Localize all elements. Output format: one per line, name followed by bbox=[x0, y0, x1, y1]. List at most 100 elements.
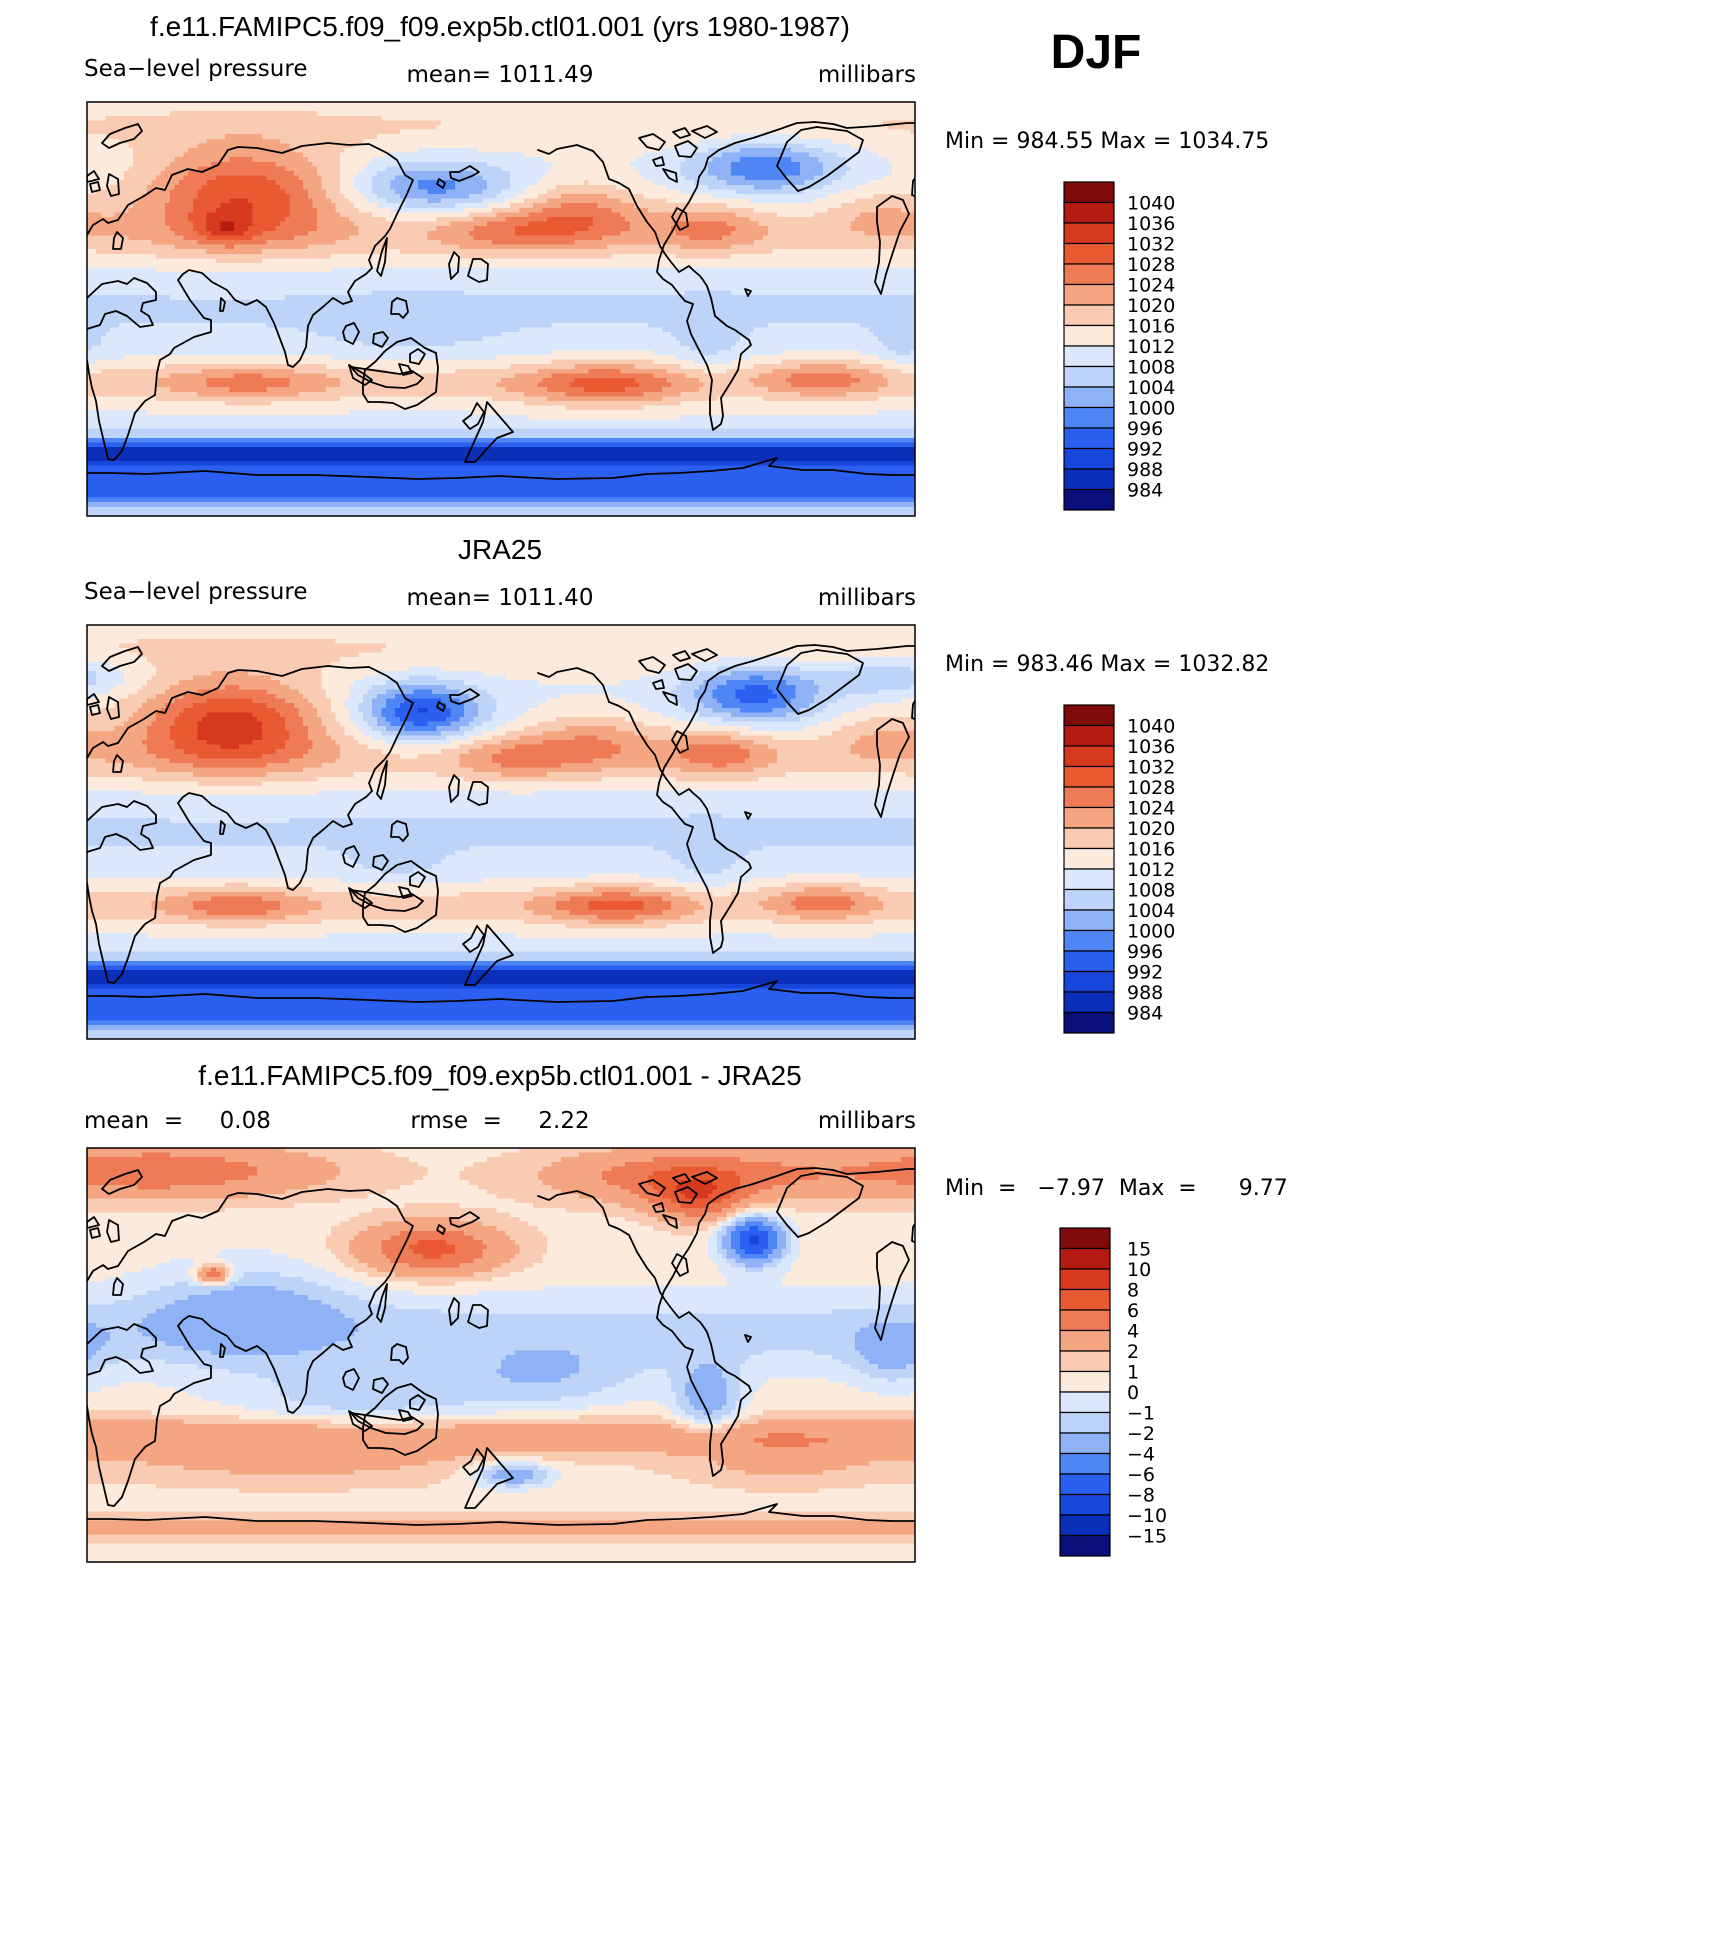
colorbar-box bbox=[1059, 1534, 1111, 1557]
colorbar-level-label: 1000 bbox=[1127, 921, 1175, 943]
field-cell-run bbox=[767, 1217, 778, 1223]
colorbar-level-label: 1028 bbox=[1127, 777, 1175, 799]
field-cell-run bbox=[671, 689, 695, 695]
field-cell-run bbox=[96, 671, 125, 677]
field-cell-run bbox=[510, 1378, 562, 1384]
field-cell-run bbox=[87, 1511, 915, 1517]
field-cell-run bbox=[731, 230, 769, 236]
field-cell-run bbox=[390, 184, 419, 190]
field-cell-run bbox=[560, 1474, 672, 1480]
field-cell-run bbox=[386, 1253, 424, 1259]
field-cell-run bbox=[731, 345, 888, 351]
field-cell-run bbox=[87, 506, 915, 512]
field-cell-run bbox=[349, 410, 470, 416]
field-cell-run bbox=[689, 1378, 727, 1384]
field-cell-run bbox=[349, 694, 364, 700]
field-cell-run bbox=[87, 698, 120, 704]
field-cell-run bbox=[528, 221, 594, 227]
field-cell-run bbox=[496, 726, 525, 732]
field-cell-run bbox=[340, 1221, 382, 1227]
panel-3-mean-label: mean = 0.08 bbox=[84, 1108, 271, 1134]
field-cell-run bbox=[901, 1281, 915, 1287]
field-cell-run bbox=[459, 253, 612, 259]
field-cell-run bbox=[225, 244, 235, 250]
colorbar-box bbox=[1063, 950, 1115, 973]
field-cell-run bbox=[169, 818, 290, 824]
field-cell-run bbox=[312, 744, 341, 750]
field-cell-run bbox=[717, 175, 746, 181]
field-cell-run bbox=[367, 161, 401, 167]
field-cell-run bbox=[261, 753, 304, 759]
field-cell-run bbox=[675, 684, 700, 690]
field-cell-run bbox=[634, 730, 741, 736]
field-cell-run bbox=[87, 896, 166, 902]
field-cell-run bbox=[731, 171, 801, 177]
field-cell-run bbox=[551, 350, 654, 356]
field-cell-run bbox=[142, 1318, 355, 1324]
field-cell-run bbox=[464, 290, 686, 296]
field-cell-run bbox=[87, 684, 116, 690]
field-cell-run bbox=[726, 1230, 732, 1236]
field-cell-run bbox=[330, 267, 915, 273]
field-cell-run bbox=[335, 717, 350, 723]
field-cell-run bbox=[317, 790, 511, 796]
field-cell-run bbox=[197, 1267, 203, 1273]
field-cell-run bbox=[744, 1249, 764, 1255]
field-cell-run bbox=[197, 240, 267, 246]
field-cell-run bbox=[542, 1479, 557, 1485]
field-cell-run bbox=[473, 767, 603, 773]
field-cell-run bbox=[855, 707, 915, 713]
field-cell-run bbox=[445, 717, 461, 723]
field-cell-run bbox=[634, 364, 681, 370]
field-cell-run bbox=[542, 1258, 714, 1264]
field-cell-run bbox=[735, 1249, 746, 1255]
field-cell-run bbox=[749, 1401, 915, 1407]
field-cell-run bbox=[165, 910, 208, 916]
field-cell-run bbox=[823, 184, 856, 190]
field-cell-run bbox=[441, 240, 493, 246]
field-cell-run bbox=[680, 859, 737, 865]
field-cell-run bbox=[303, 753, 341, 759]
field-cell-run bbox=[395, 694, 451, 700]
field-cell-run bbox=[551, 373, 654, 379]
field-cell-run bbox=[206, 138, 281, 144]
field-cell-run bbox=[482, 1470, 497, 1476]
field-cell-run bbox=[800, 1235, 915, 1241]
field-cell-run bbox=[335, 1161, 419, 1167]
field-cell-run bbox=[629, 221, 677, 227]
field-cell-run bbox=[491, 712, 525, 718]
field-cell-run bbox=[261, 730, 290, 736]
field-cell-run bbox=[105, 134, 226, 140]
field-cell-run bbox=[501, 1373, 571, 1379]
colorbar-level-label: 1032 bbox=[1127, 757, 1175, 779]
field-cell-run bbox=[409, 1263, 461, 1269]
field-cell-run bbox=[340, 184, 355, 190]
field-cell-run bbox=[767, 1378, 829, 1384]
field-cell-run bbox=[123, 721, 152, 727]
field-cell-run bbox=[381, 648, 915, 654]
field-cell-run bbox=[464, 776, 603, 782]
field-cell-run bbox=[501, 1364, 580, 1370]
field-cell-run bbox=[128, 694, 157, 700]
field-cell-run bbox=[850, 1364, 879, 1370]
field-cell-run bbox=[211, 161, 277, 167]
field-cell-run bbox=[721, 1240, 732, 1246]
field-cell-run bbox=[478, 707, 497, 713]
field-cell-run bbox=[666, 1368, 695, 1374]
field-cell-run bbox=[680, 703, 704, 709]
colorbar-box bbox=[1063, 786, 1115, 809]
field-cell-run bbox=[514, 1240, 548, 1246]
field-cell-run bbox=[717, 1230, 727, 1236]
field-cell-run bbox=[96, 675, 125, 681]
colorbar-box bbox=[1063, 181, 1115, 204]
field-cell-run bbox=[786, 1230, 792, 1236]
field-cell-run bbox=[202, 184, 281, 190]
field-cell-run bbox=[326, 1240, 350, 1246]
field-cell-run bbox=[652, 1157, 741, 1163]
field-cell-run bbox=[547, 387, 585, 393]
field-cell-run bbox=[790, 1263, 915, 1269]
field-cell-run bbox=[441, 749, 470, 755]
field-cell-run bbox=[87, 781, 198, 787]
field-cell-run bbox=[137, 1327, 359, 1333]
field-cell-run bbox=[87, 1309, 157, 1315]
